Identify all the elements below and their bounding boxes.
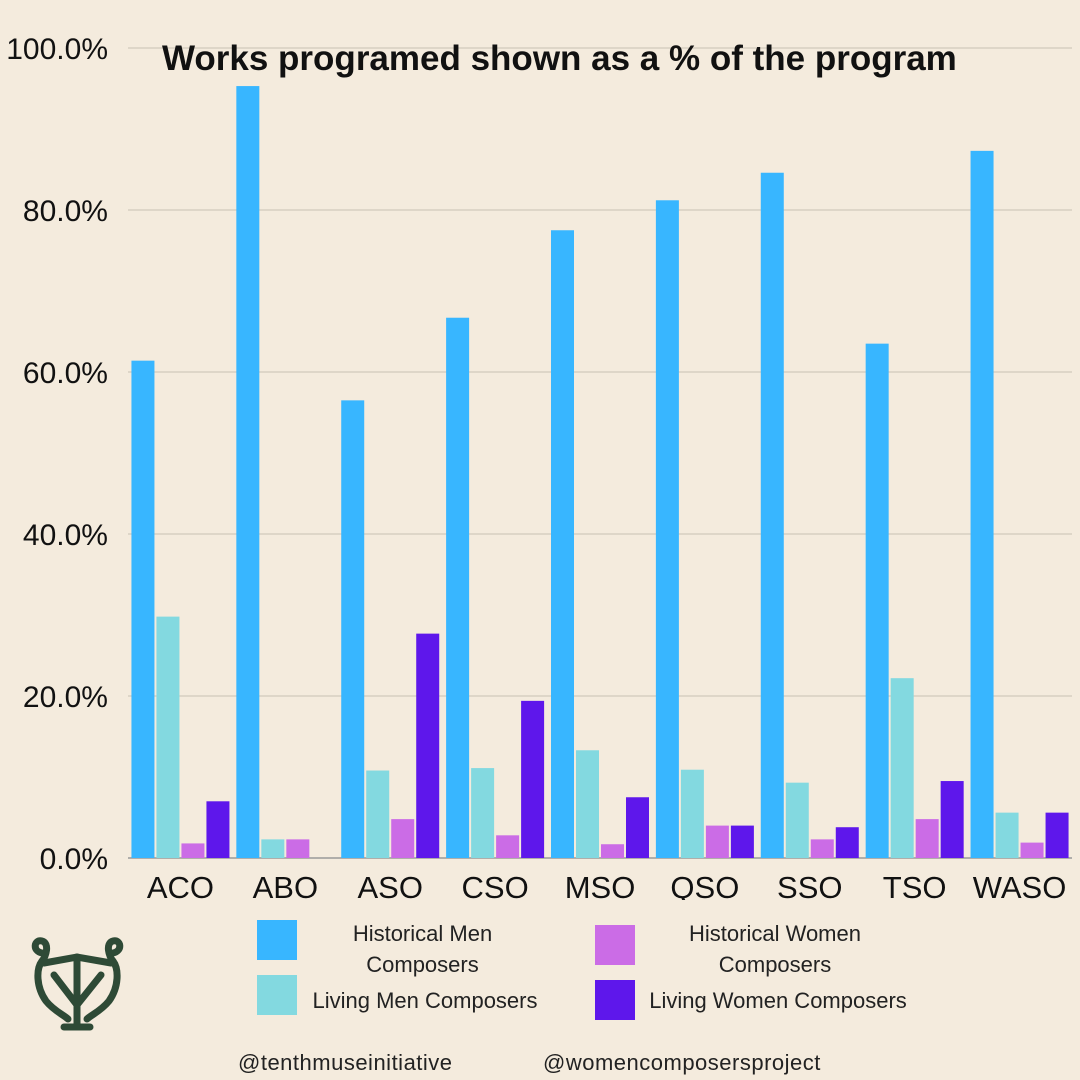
bar-sso-historical-men-composers (760, 172, 784, 859)
legend-label-living-women: Living Women Composers (649, 988, 907, 1013)
legend-swatch-historical-women (595, 925, 635, 965)
bar-tso-historical-women-composers (915, 819, 939, 858)
legend-swatch-living-women (595, 980, 635, 1020)
x-tick-label: ASO (357, 870, 422, 900)
x-tick-label: TSO (883, 870, 947, 900)
bar-mso-historical-men-composers (551, 230, 574, 858)
bar-aso-living-women-composers (416, 633, 440, 858)
footer-handle-left: @tenthmuseinitiative (238, 1050, 453, 1075)
x-tick-label: QSO (670, 870, 739, 900)
bar-cso-living-men-composers (471, 768, 495, 858)
y-tick-label: 0.0% (40, 843, 108, 876)
legend-swatch-living-men (257, 975, 297, 1015)
bar-chart: 0.0% 20.0% 40.0% 60.0% 80.0% 100.0% ACO ABO ASO… (6, 33, 1072, 900)
bar-cso-historical-men-composers (446, 317, 470, 859)
bar-waso-historical-men-composers (970, 150, 994, 858)
bar-aso-historical-men-composers (341, 400, 365, 858)
lyre-monogram-icon (31, 937, 124, 1031)
footer-handle-right: @womencomposersproject (543, 1050, 821, 1075)
chart-title: Works programed shown as a % of the prog… (162, 39, 957, 78)
bar-sso-living-women-composers (835, 827, 859, 858)
bar-tso-historical-men-composers (865, 343, 889, 858)
bar-sso-living-men-composers (785, 782, 809, 858)
y-tick-label: 40.0% (23, 519, 108, 552)
x-tick-label: ABO (253, 870, 318, 900)
x-tick-label: WASO (973, 870, 1067, 900)
bar-mso-living-women-composers (626, 797, 649, 858)
legend-label-historical-men: Historical Men Composers (352, 921, 493, 977)
bar-abo-living-men-composers (261, 839, 285, 858)
bar-waso-historical-women-composers (1020, 842, 1044, 858)
y-tick-label: 80.0% (23, 195, 108, 228)
bar-tso-living-men-composers (890, 678, 914, 858)
bar-cso-living-women-composers (521, 700, 545, 858)
bar-qso-living-women-composers (730, 825, 754, 858)
bar-mso-living-men-composers (576, 750, 599, 858)
bar-qso-living-men-composers (680, 769, 704, 858)
x-tick-label: MSO (565, 870, 636, 900)
y-tick-label: 60.0% (23, 357, 108, 390)
bar-aso-historical-women-composers (391, 819, 415, 858)
bar-aco-living-women-composers (206, 801, 230, 858)
x-tick-label: ACO (147, 870, 214, 900)
y-tick-label: 100.0% (6, 33, 108, 66)
bar-abo-historical-men-composers (236, 86, 260, 858)
bar-mso-historical-women-composers (601, 844, 624, 858)
bar-abo-historical-women-composers (286, 839, 310, 858)
bar-qso-historical-women-composers (705, 825, 729, 858)
bar-aco-historical-men-composers (131, 360, 155, 858)
bar-qso-historical-men-composers (655, 200, 679, 858)
bar-waso-living-women-composers (1045, 812, 1069, 858)
bar-aso-living-men-composers (366, 770, 390, 858)
legend-label-historical-women: Historical Women Composers (689, 921, 861, 977)
bar-cso-historical-women-composers (496, 835, 520, 858)
y-tick-label: 20.0% (23, 681, 108, 714)
x-tick-label: CSO (462, 870, 529, 900)
bar-waso-living-men-composers (995, 812, 1019, 858)
legend-label-living-men: Living Men Composers (312, 988, 538, 1013)
bar-aco-living-men-composers (156, 616, 180, 858)
x-tick-label: SSO (777, 870, 842, 900)
bar-tso-living-women-composers (940, 781, 964, 858)
bar-aco-historical-women-composers (181, 843, 205, 858)
legend-swatch-historical-men (257, 920, 297, 960)
bar-sso-historical-women-composers (810, 839, 834, 858)
